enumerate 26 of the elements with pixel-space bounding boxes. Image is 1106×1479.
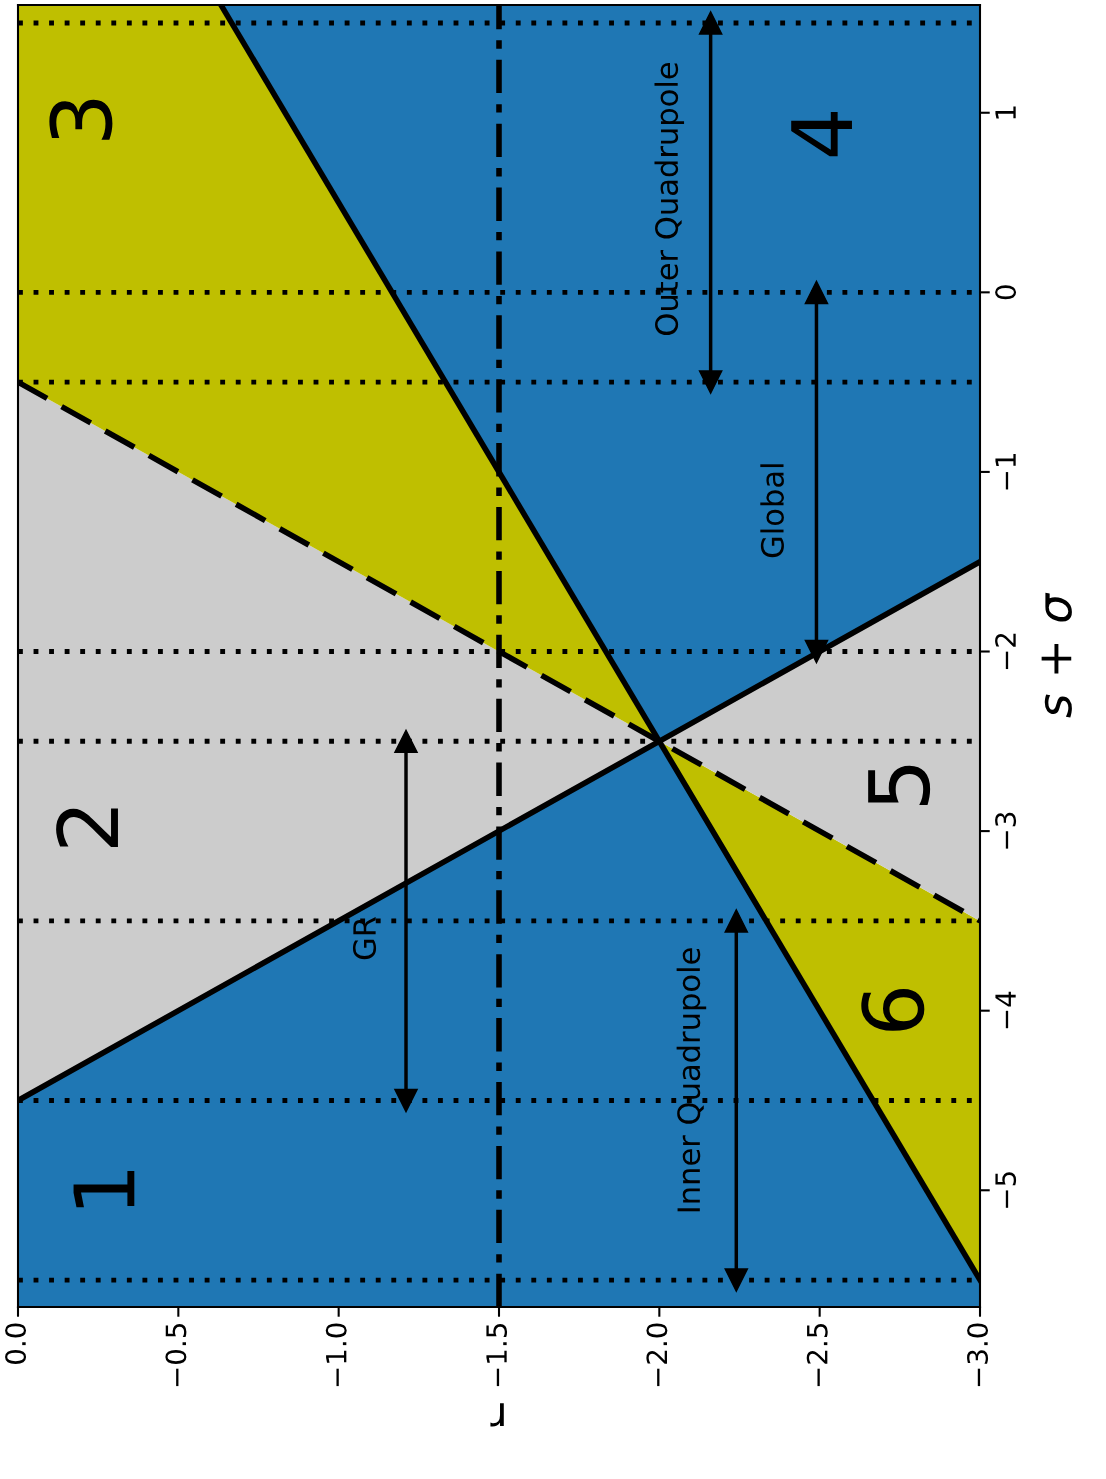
x-tick-label: 0.0 [5,1323,27,1364]
annotation: GR [352,916,377,960]
y-axis-title: s + σ [1041,592,1072,718]
y-tick-label: 0 [995,285,1017,300]
annotation: 1 [73,1171,135,1208]
annotation: Global [760,464,784,558]
x-tick-label: −1.0 [325,1323,347,1387]
annotation: 5 [868,765,931,805]
annotation: Inner Quadrupole [676,948,707,1212]
annotation: 6 [861,988,925,1031]
x-tick-label: −2.0 [646,1323,668,1387]
y-tick-label: −4 [995,991,1016,1029]
annotation: 2 [56,808,118,847]
y-tick-label: 1 [995,106,1016,119]
x-tick-label: −3.0 [967,1323,989,1387]
y-tick-label: −5 [995,1172,1017,1208]
y-tick-label: −1 [995,454,1016,490]
x-tick-label: −0.5 [165,1324,187,1387]
y-tick-label: −3 [995,812,1017,849]
x-tick-label: −2.5 [806,1324,828,1387]
annotation: Outer Quadrupole [654,62,685,335]
x-axis-title: r [490,1403,504,1427]
x-tick-label: −1.5 [486,1324,508,1387]
annotation: 3 [49,99,113,140]
annotation: 4 [791,112,852,157]
y-tick-label: −2 [995,633,1016,670]
